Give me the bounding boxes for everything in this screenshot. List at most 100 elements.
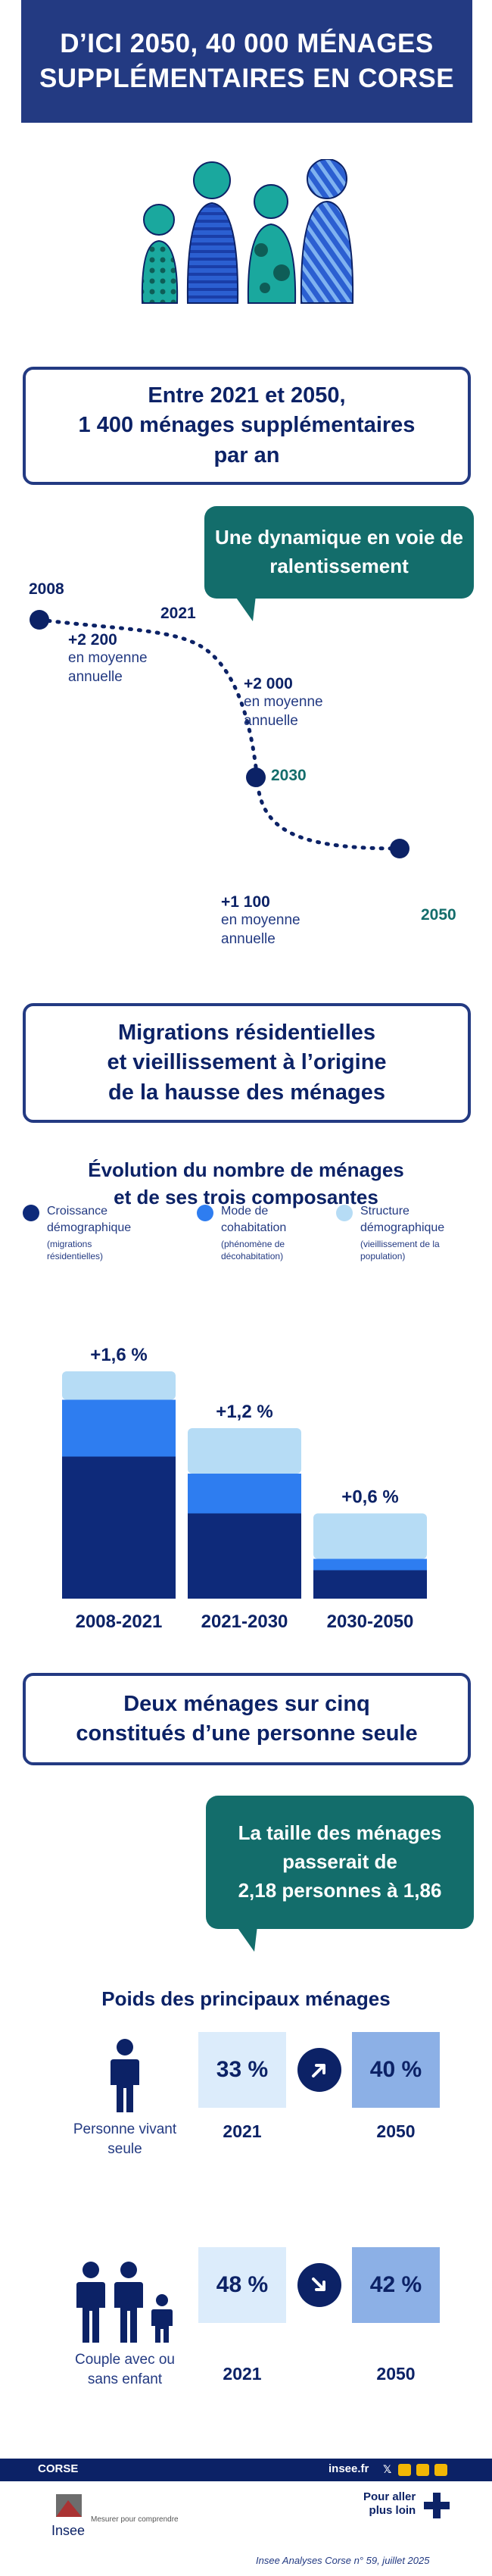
bar-2021-2030-2 (188, 1474, 301, 1514)
figure-2 (186, 161, 239, 304)
section1-line-2: 1 400 ménages supplémentaires (78, 413, 416, 438)
footer-region: CORSE (38, 2462, 79, 2475)
bar-2021-2030-3 (188, 1428, 301, 1474)
household-growth-bar-chart: +1,6 % 2008-2021 +1,2 % 2021-2030 +0,6 % 2030… (62, 1345, 427, 1632)
legend-label-3: Structure démographique (360, 1205, 445, 1234)
year-2008: 2008 (29, 580, 64, 598)
insee-tagline: Mesurer pour comprendre (91, 2515, 179, 2524)
linkedin-icon[interactable] (416, 2464, 429, 2476)
row1-label-line2: seule (107, 2140, 142, 2157)
migrations-box: Migrations résidentielles et vieillissem… (23, 1003, 471, 1123)
section1-line-1: Entre 2021 et 2050, (148, 383, 346, 408)
bubble2-line-3: 2,18 personnes à 1,86 (238, 1878, 442, 1902)
chart-title-line-2: et de ses trois composantes (114, 1186, 378, 1209)
legend-label-1: Croissance démographique (47, 1205, 132, 1234)
bar-2021-2030-1 (188, 1513, 301, 1599)
row2-value-2050: 42 % (352, 2247, 440, 2323)
footer-bar: CORSE insee.fr 𝕏 (0, 2459, 492, 2481)
bar-2030-2050-1 (313, 1570, 427, 1599)
single-person-icon (111, 2039, 139, 2112)
insee-logo: Insee (51, 2494, 85, 2538)
bubble2-line-1: La taille des ménages (238, 1821, 442, 1845)
row2-year-2021: 2021 (223, 2364, 262, 2384)
timeline-curve (30, 610, 409, 858)
instagram-icon[interactable] (434, 2464, 447, 2476)
row2-value-2021: 48 % (198, 2247, 286, 2323)
trend-up-arrow-icon (297, 2048, 341, 2092)
more-line-1: Pour aller (363, 2490, 416, 2503)
growth-2021-2030-value: +2 000 (244, 675, 293, 692)
category-label-1: 2008-2021 (76, 1612, 163, 1632)
section3-line-2: constitués d’une personne seule (76, 1721, 418, 1746)
youtube-icon[interactable] (398, 2464, 411, 2476)
x-icon[interactable]: 𝕏 (383, 2463, 392, 2475)
growth-2008-2021-value: +2 200 (68, 631, 117, 649)
bar-total-label-1: +1,6 % (90, 1345, 147, 1365)
legend-sublabel-1: (migrations résidentielles) (47, 1239, 104, 1262)
chart-title-line-1: Évolution du nombre de ménages (88, 1158, 404, 1181)
category-label-3: 2030-2050 (327, 1612, 414, 1632)
growth-2008-2021: +2 200 en moyenne annuelle (68, 630, 148, 687)
figure-3 (247, 184, 297, 304)
growth-2030-2050-sub2: annuelle (221, 930, 276, 947)
bubble2-tail (236, 1926, 257, 1952)
figure-1 (141, 204, 179, 304)
pour-aller-plus-loin-link[interactable]: Pour aller plus loin (363, 2490, 416, 2518)
row1-value-2050: 40 % (352, 2032, 440, 2108)
plus-icon[interactable] (424, 2493, 450, 2518)
row1-label-line1: Personne vivant (73, 2121, 177, 2137)
growth-2021-2030: +2 000 en moyenne annuelle (244, 674, 323, 731)
publication-reference: Insee Analyses Corse n° 59, juillet 2025 (256, 2555, 430, 2566)
households-weight-title: Poids des principaux ménages (101, 1987, 391, 2010)
section1-line-3: par an (213, 442, 280, 467)
households-figures-illustration (141, 159, 354, 304)
timeline-dotted-path (37, 617, 402, 851)
growth-2030-2050-sub1: en moyenne (221, 912, 300, 929)
bubble1-line-1: Une dynamique en voie de (215, 526, 463, 549)
annual-households-box: Entre 2021 et 2050, 1 400 ménages supplé… (23, 367, 471, 485)
row2-year-2050: 2050 (376, 2364, 416, 2384)
bubble2-line-2: passerait de (282, 1850, 397, 1874)
page-title: D’ICI 2050, 40 000 MÉNAGES SUPPLÉMENTAIR… (39, 27, 454, 96)
bar-2008-2021-1 (62, 1456, 176, 1599)
insee-logo-text: Insee (51, 2523, 85, 2538)
row1-value-2021: 33 % (198, 2032, 286, 2108)
title-line-1: D’ICI 2050, 40 000 MÉNAGES (60, 28, 434, 58)
row1-year-2050: 2050 (376, 2121, 416, 2141)
section2-line-2: et vieillissement à l’origine (107, 1050, 387, 1075)
bar-2030-2050-3 (313, 1513, 427, 1559)
legend-sublabel-2: (phénomène de décohabitation) (221, 1239, 285, 1262)
bar-total-label-3: +0,6 % (341, 1487, 398, 1508)
page-header: D’ICI 2050, 40 000 MÉNAGES SUPPLÉMENTAIR… (21, 0, 472, 123)
row1-label: Personne vivant seule (61, 2120, 189, 2159)
timeline-point-2050 (390, 839, 409, 858)
section3-line-1: Deux ménages sur cinq (123, 1691, 370, 1716)
timeline-point-2008 (30, 610, 49, 630)
growth-2030-2050-value: +1 100 (221, 893, 270, 911)
figure-4 (300, 159, 354, 304)
bar-2008-2021-2 (62, 1399, 176, 1457)
legend-swatch-2 (197, 1205, 213, 1221)
category-label-2: 2021-2030 (201, 1612, 288, 1632)
growth-2030-2050: +1 100 en moyenne annuelle (221, 893, 300, 949)
growth-2008-2021-sub1: en moyenne (68, 650, 148, 667)
insee-site-link[interactable]: insee.fr (329, 2462, 369, 2475)
row2-label-line1: Couple avec ou (74, 2352, 176, 2368)
bar-2030-2050-2 (313, 1558, 427, 1571)
growth-2008-2021-sub2: annuelle (68, 668, 123, 685)
year-2050: 2050 (421, 906, 456, 924)
chart-title: Évolution du nombre de ménages et de ses… (0, 1156, 492, 1211)
legend-label-2: Mode de cohabitation (221, 1205, 287, 1234)
section2-line-1: Migrations résidentielles (117, 1021, 376, 1046)
growth-2021-2030-sub1: en moyenne (244, 694, 323, 711)
more-line-2: plus loin (369, 2504, 416, 2517)
bubble1-line-2: ralentissement (269, 555, 409, 577)
title-line-2: SUPPLÉMENTAIRES EN CORSE (39, 64, 455, 93)
timeline-point-2030 (246, 767, 266, 787)
section2-line-3: de la hausse des ménages (108, 1080, 385, 1105)
single-person-box: Deux ménages sur cinq constitués d’une p… (23, 1673, 471, 1765)
slowdown-speech-bubble: Une dynamique en voie de ralentissement (204, 506, 474, 621)
bar-total-label-2: +1,2 % (216, 1402, 272, 1422)
bubble1-tail (235, 596, 256, 621)
row1-year-2021: 2021 (223, 2121, 262, 2141)
